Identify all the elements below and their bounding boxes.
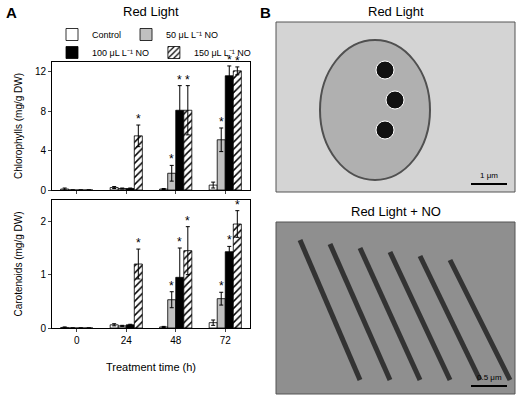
svg-text:*: * [136,236,141,250]
svg-text:A: A [6,4,17,21]
svg-text:2: 2 [40,216,46,227]
svg-text:*: * [185,214,190,228]
svg-text:Control: Control [92,30,121,40]
svg-text:0: 0 [74,335,80,346]
svg-text:48: 48 [170,335,182,346]
svg-text:*: * [169,152,174,166]
svg-text:*: * [185,73,190,87]
svg-text:*: * [219,279,224,293]
svg-text:1: 1 [40,269,46,280]
svg-text:0: 0 [40,323,46,334]
svg-text:*: * [177,73,182,87]
svg-text:*: * [136,112,141,126]
svg-text:0: 0 [40,185,46,196]
svg-text:50 μL L⁻¹ NO: 50 μL L⁻¹ NO [166,30,218,40]
svg-text:*: * [227,53,232,67]
svg-text:B: B [260,4,271,21]
svg-text:*: * [235,54,240,68]
svg-text:Chlorophylls (mg/g DW): Chlorophylls (mg/g DW) [13,73,24,179]
svg-text:1 μm: 1 μm [480,171,498,180]
svg-text:Red Light: Red Light [368,4,424,19]
svg-text:Red Light + NO: Red Light + NO [351,204,441,219]
svg-text:0.5 μm: 0.5 μm [477,373,502,382]
svg-text:*: * [219,115,224,129]
svg-text:72: 72 [220,335,232,346]
svg-text:100 μL L⁻¹ NO: 100 μL L⁻¹ NO [92,48,149,58]
svg-text:24: 24 [121,335,133,346]
svg-text:Red Light: Red Light [123,4,179,19]
svg-text:*: * [227,233,232,247]
svg-text:12: 12 [35,66,47,77]
svg-text:4: 4 [40,145,46,156]
svg-text:150 μL L⁻¹ NO: 150 μL L⁻¹ NO [194,48,251,58]
svg-text:8: 8 [40,106,46,117]
svg-text:*: * [169,279,174,293]
svg-text:Carotenoids (mg/g DW): Carotenoids (mg/g DW) [13,211,24,316]
svg-text:*: * [177,235,182,249]
svg-text:Treatment time (h): Treatment time (h) [106,361,196,373]
svg-text:*: * [235,198,240,212]
